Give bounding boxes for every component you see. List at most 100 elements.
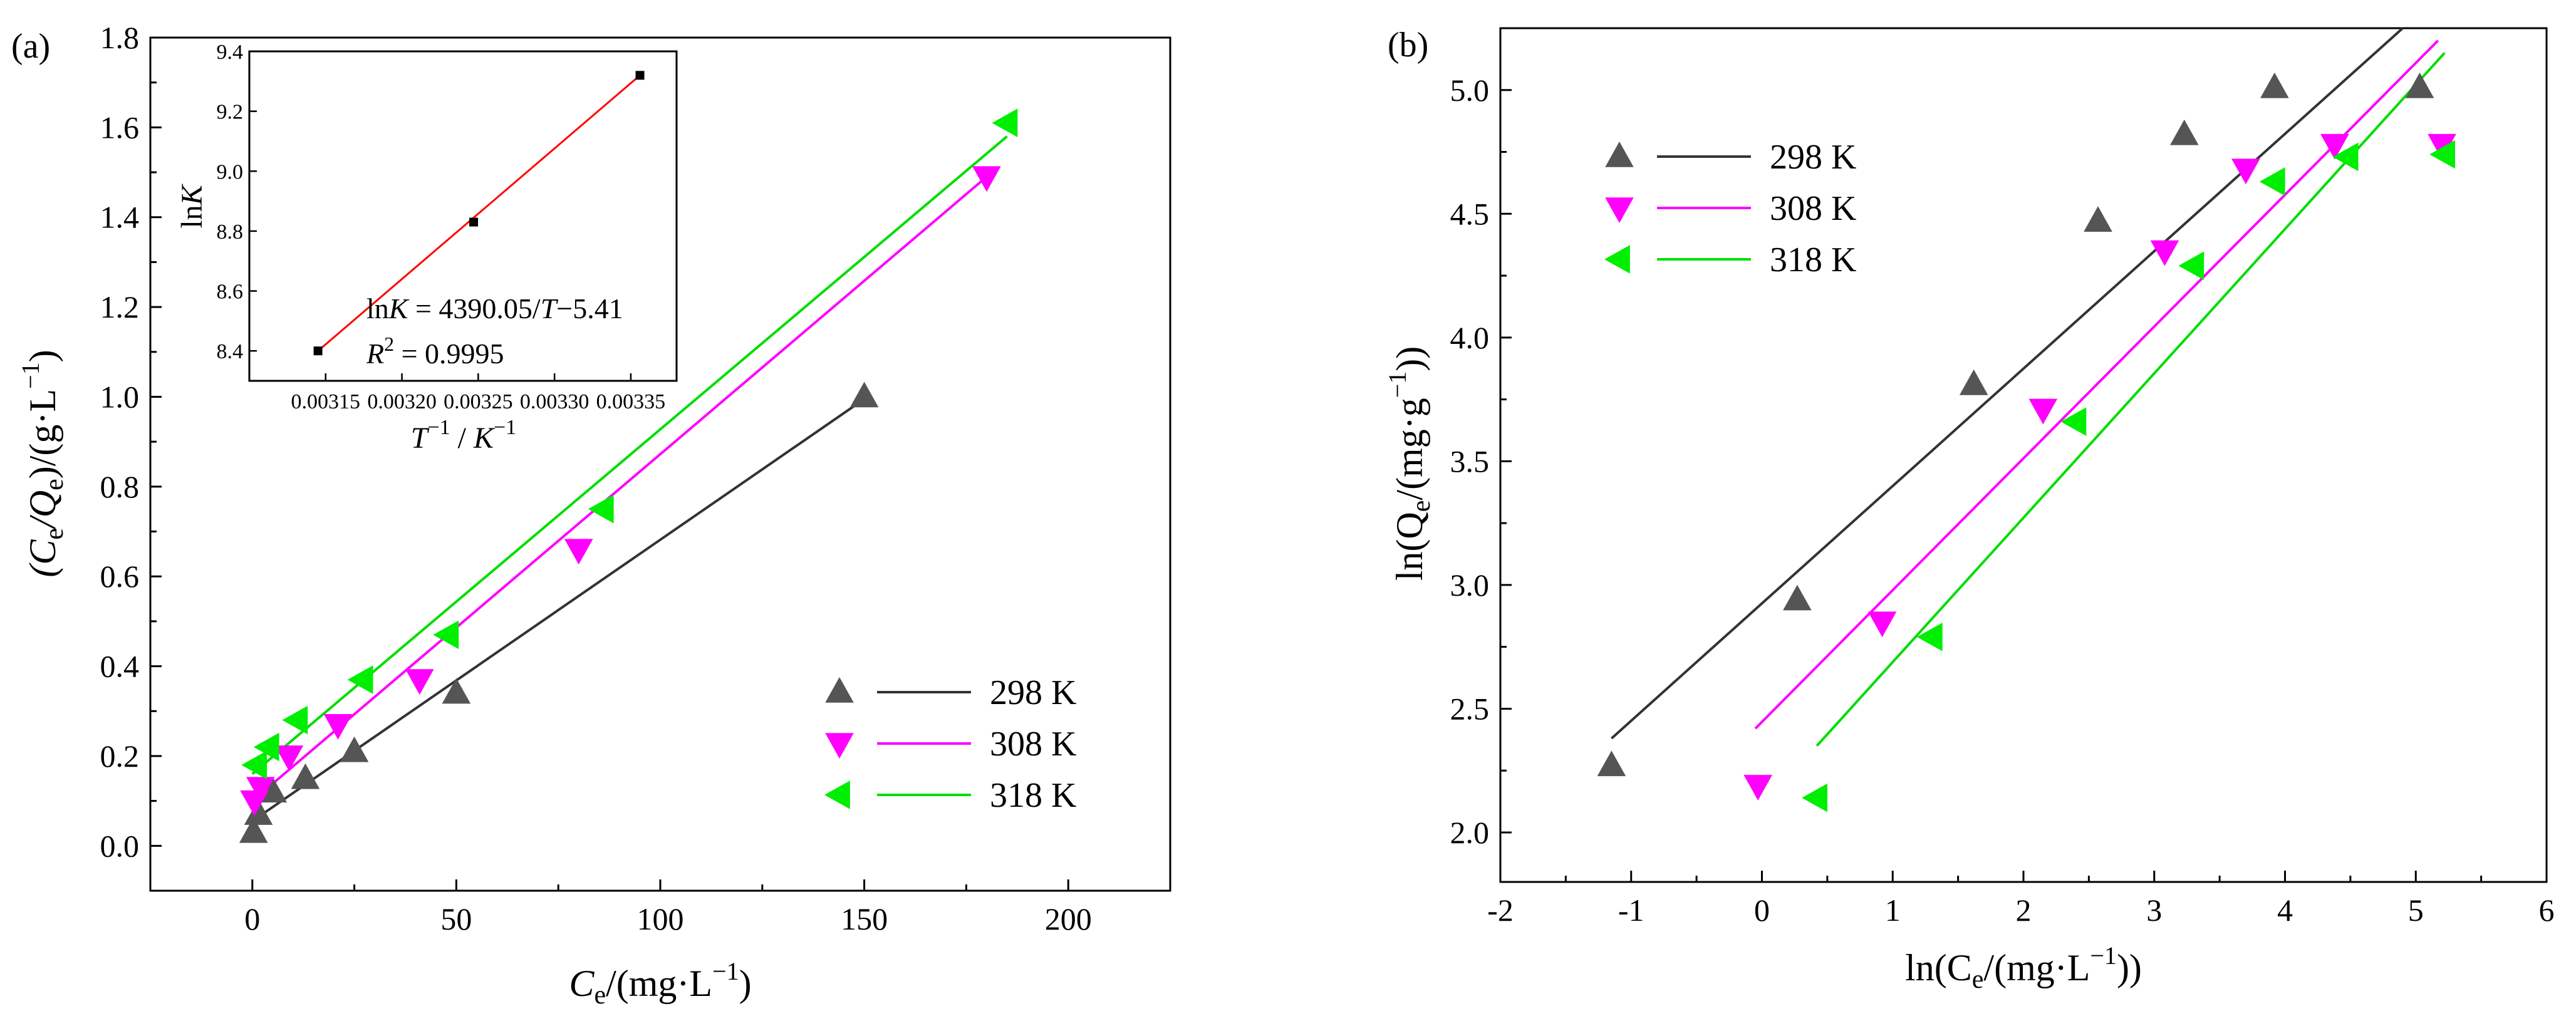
legend-entry: 298 K bbox=[825, 673, 1076, 712]
inset-data-point bbox=[313, 346, 323, 356]
y-title-sub: e bbox=[1407, 500, 1436, 512]
inset-x-tick-label: 0.00320 bbox=[367, 390, 437, 413]
data-point bbox=[2405, 72, 2434, 98]
series-308k bbox=[1743, 133, 2456, 801]
data-point bbox=[2178, 251, 2205, 281]
x-title-sup: −1 bbox=[2090, 941, 2117, 970]
inset-x-tick-label: 0.00315 bbox=[291, 390, 361, 413]
data-point bbox=[442, 678, 471, 704]
y-title-sub1: e bbox=[40, 528, 69, 540]
legend-marker bbox=[825, 733, 854, 759]
legend-label: 298 K bbox=[1770, 138, 1856, 177]
data-point bbox=[564, 539, 593, 565]
legend-entry: 308 K bbox=[825, 725, 1076, 764]
y-tick-label: 0.6 bbox=[100, 559, 140, 594]
y-tick-label: 1.8 bbox=[100, 20, 140, 55]
x-title-var: C bbox=[569, 963, 595, 1004]
panel-b: -2 -1 0 1 2 3 4 5 6 2.0 2.5 3.0 3.5 4.0 4.5 5.0 298 K 308… bbox=[1388, 26, 2555, 928]
y-tick-label: 3.0 bbox=[1450, 568, 1490, 603]
y-tick-label: 5.0 bbox=[1450, 73, 1490, 108]
y-tick-label: 3.5 bbox=[1450, 443, 1490, 479]
y-tick-label: 2.5 bbox=[1450, 691, 1490, 726]
legend-entry: 308 K bbox=[1605, 189, 1856, 228]
y-tick-label: 0.0 bbox=[100, 828, 140, 863]
legend-label: 318 K bbox=[990, 776, 1076, 815]
x-tick-label: -2 bbox=[1487, 893, 1514, 928]
inset-x-title: T−1 / K−1 bbox=[411, 416, 516, 455]
data-point bbox=[2084, 206, 2112, 232]
data-point bbox=[2332, 142, 2359, 172]
fit-line-318k bbox=[251, 135, 1008, 775]
inset-x-sup1: −1 bbox=[427, 416, 450, 439]
fit-line-308k bbox=[1754, 39, 2439, 730]
data-point bbox=[1743, 775, 1773, 801]
data-point bbox=[253, 732, 279, 762]
data-point bbox=[347, 665, 373, 694]
series-318k bbox=[241, 108, 1018, 780]
y-tick-label: 1.2 bbox=[100, 289, 140, 324]
y-tick-label: 1.0 bbox=[100, 379, 140, 414]
inset-frame bbox=[248, 50, 678, 382]
y-tick-label: 0.2 bbox=[100, 739, 140, 774]
x-tick-label: 4 bbox=[2277, 893, 2293, 928]
x-axis-title: ln(Ce/(mg·L−1)) bbox=[1905, 941, 2142, 994]
r2-r: R bbox=[366, 338, 384, 370]
data-point bbox=[992, 108, 1018, 137]
legend-entry: 298 K bbox=[1605, 138, 1856, 177]
data-point bbox=[258, 777, 288, 803]
inset-fit-line bbox=[317, 75, 641, 352]
x-axis-title: Ce/(mg·L−1) bbox=[569, 957, 751, 1010]
data-point bbox=[244, 799, 273, 825]
legend-entry: 318 K bbox=[824, 776, 1076, 815]
data-point bbox=[291, 763, 320, 789]
x-title-unit: /(mg·L bbox=[1983, 947, 2090, 988]
data-point bbox=[2260, 72, 2289, 98]
data-point bbox=[340, 736, 369, 762]
series-318k bbox=[1802, 140, 2455, 812]
y-axis-title: (Ce/Qe)/(g·L−1) bbox=[16, 350, 69, 577]
x-tick-label: 3 bbox=[2146, 893, 2162, 928]
data-point bbox=[2259, 167, 2285, 196]
inset-y-tick-label: 8.4 bbox=[217, 340, 244, 363]
data-point bbox=[1597, 750, 1626, 777]
inset-x-k: K bbox=[473, 422, 496, 455]
inset-y-ln: ln bbox=[175, 205, 209, 228]
x-title-sub: e bbox=[594, 981, 606, 1010]
x-title-unit: /(mg·L bbox=[606, 963, 712, 1004]
inset-r-squared: R2 = 0.9995 bbox=[366, 333, 504, 370]
legend-label: 318 K bbox=[1770, 241, 1856, 279]
data-point bbox=[1867, 611, 1897, 638]
legend-label: 308 K bbox=[1770, 189, 1856, 228]
legend-marker bbox=[1605, 197, 1634, 223]
x-tick-label: 0 bbox=[1754, 893, 1770, 928]
inset-x-t: T bbox=[411, 422, 430, 455]
data-point bbox=[1916, 623, 1943, 651]
data-point bbox=[282, 705, 308, 735]
y-title-sub2: e bbox=[40, 479, 69, 490]
data-point bbox=[246, 777, 275, 803]
inset-y-k: K bbox=[175, 183, 209, 205]
y-tick-label: 1.4 bbox=[100, 200, 140, 235]
x-tick-label: 0 bbox=[244, 901, 260, 936]
data-point bbox=[2169, 119, 2199, 145]
data-point bbox=[1783, 584, 1812, 611]
inset-y-title: lnK bbox=[175, 183, 209, 228]
y-tick-label: 1.6 bbox=[100, 110, 140, 145]
data-point bbox=[849, 381, 879, 408]
inset-y-tick-label: 9.2 bbox=[217, 101, 244, 124]
data-point bbox=[323, 713, 353, 740]
fit-line-318k bbox=[1815, 52, 2446, 747]
y-axis-title: ln(Qe/(mg·g−1)) bbox=[1383, 346, 1436, 581]
legend-marker bbox=[824, 780, 850, 809]
x-tick-label: 2 bbox=[2016, 893, 2032, 928]
inset-x-tick-label: 0.00330 bbox=[520, 390, 589, 413]
data-point bbox=[274, 745, 304, 771]
eq-ln: ln bbox=[366, 293, 389, 324]
data-point bbox=[2028, 398, 2058, 425]
eq-tail: −5.41 bbox=[556, 293, 623, 324]
x-title-close: ) bbox=[739, 963, 752, 1004]
x-tick-label: 5 bbox=[2408, 893, 2424, 928]
panel-a: 0 50 100 150 200 0.0 0.2 0.4 0.6 0.8 1.0 1.2 1.4 1.6 1… bbox=[11, 20, 1171, 936]
inset-y-tick-label: 8.6 bbox=[217, 281, 244, 304]
legend-label: 298 K bbox=[990, 673, 1076, 712]
